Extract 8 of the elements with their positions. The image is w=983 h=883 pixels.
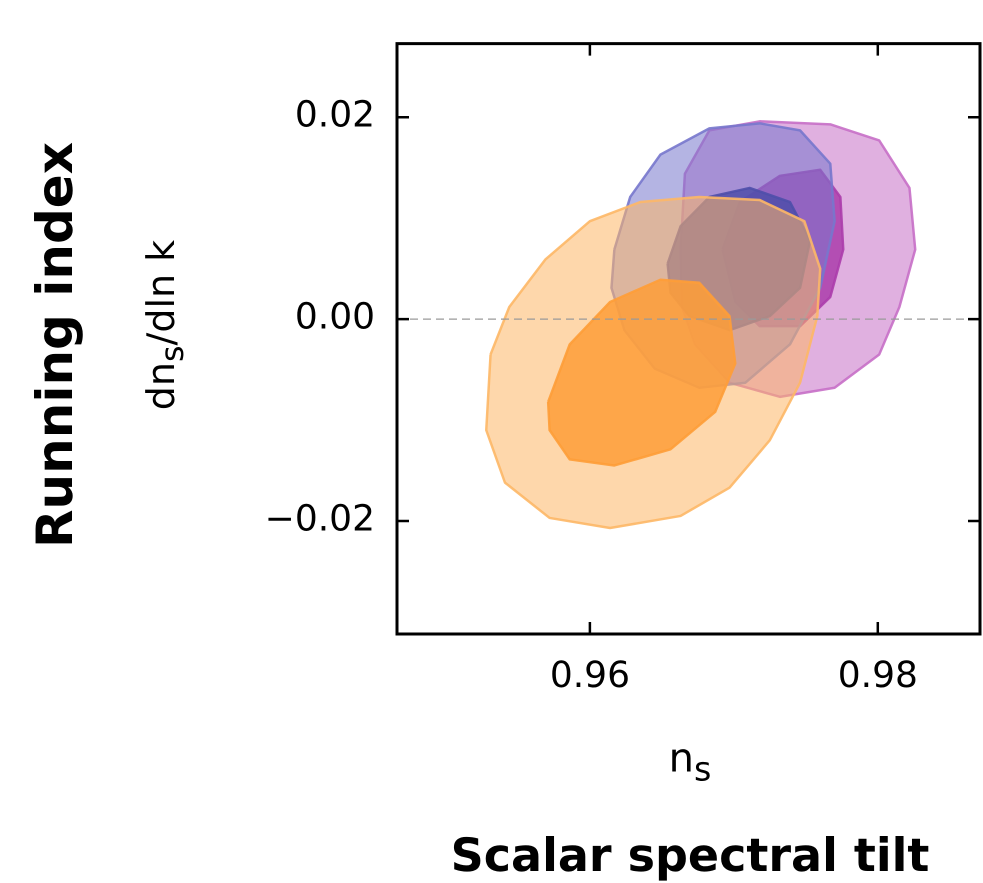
x-tick-label: 0.96 [550, 654, 630, 696]
y-tick-label: −0.02 [264, 498, 375, 540]
y-tick-label: 0.02 [294, 94, 375, 136]
text: Scalar spectral tilt [450, 828, 930, 882]
x-tick-label: 0.98 [838, 654, 918, 696]
text: Running index [26, 142, 84, 548]
y-tick-label: 0.00 [294, 296, 375, 338]
x-axis-title: n$_{s}$ [668, 736, 712, 788]
